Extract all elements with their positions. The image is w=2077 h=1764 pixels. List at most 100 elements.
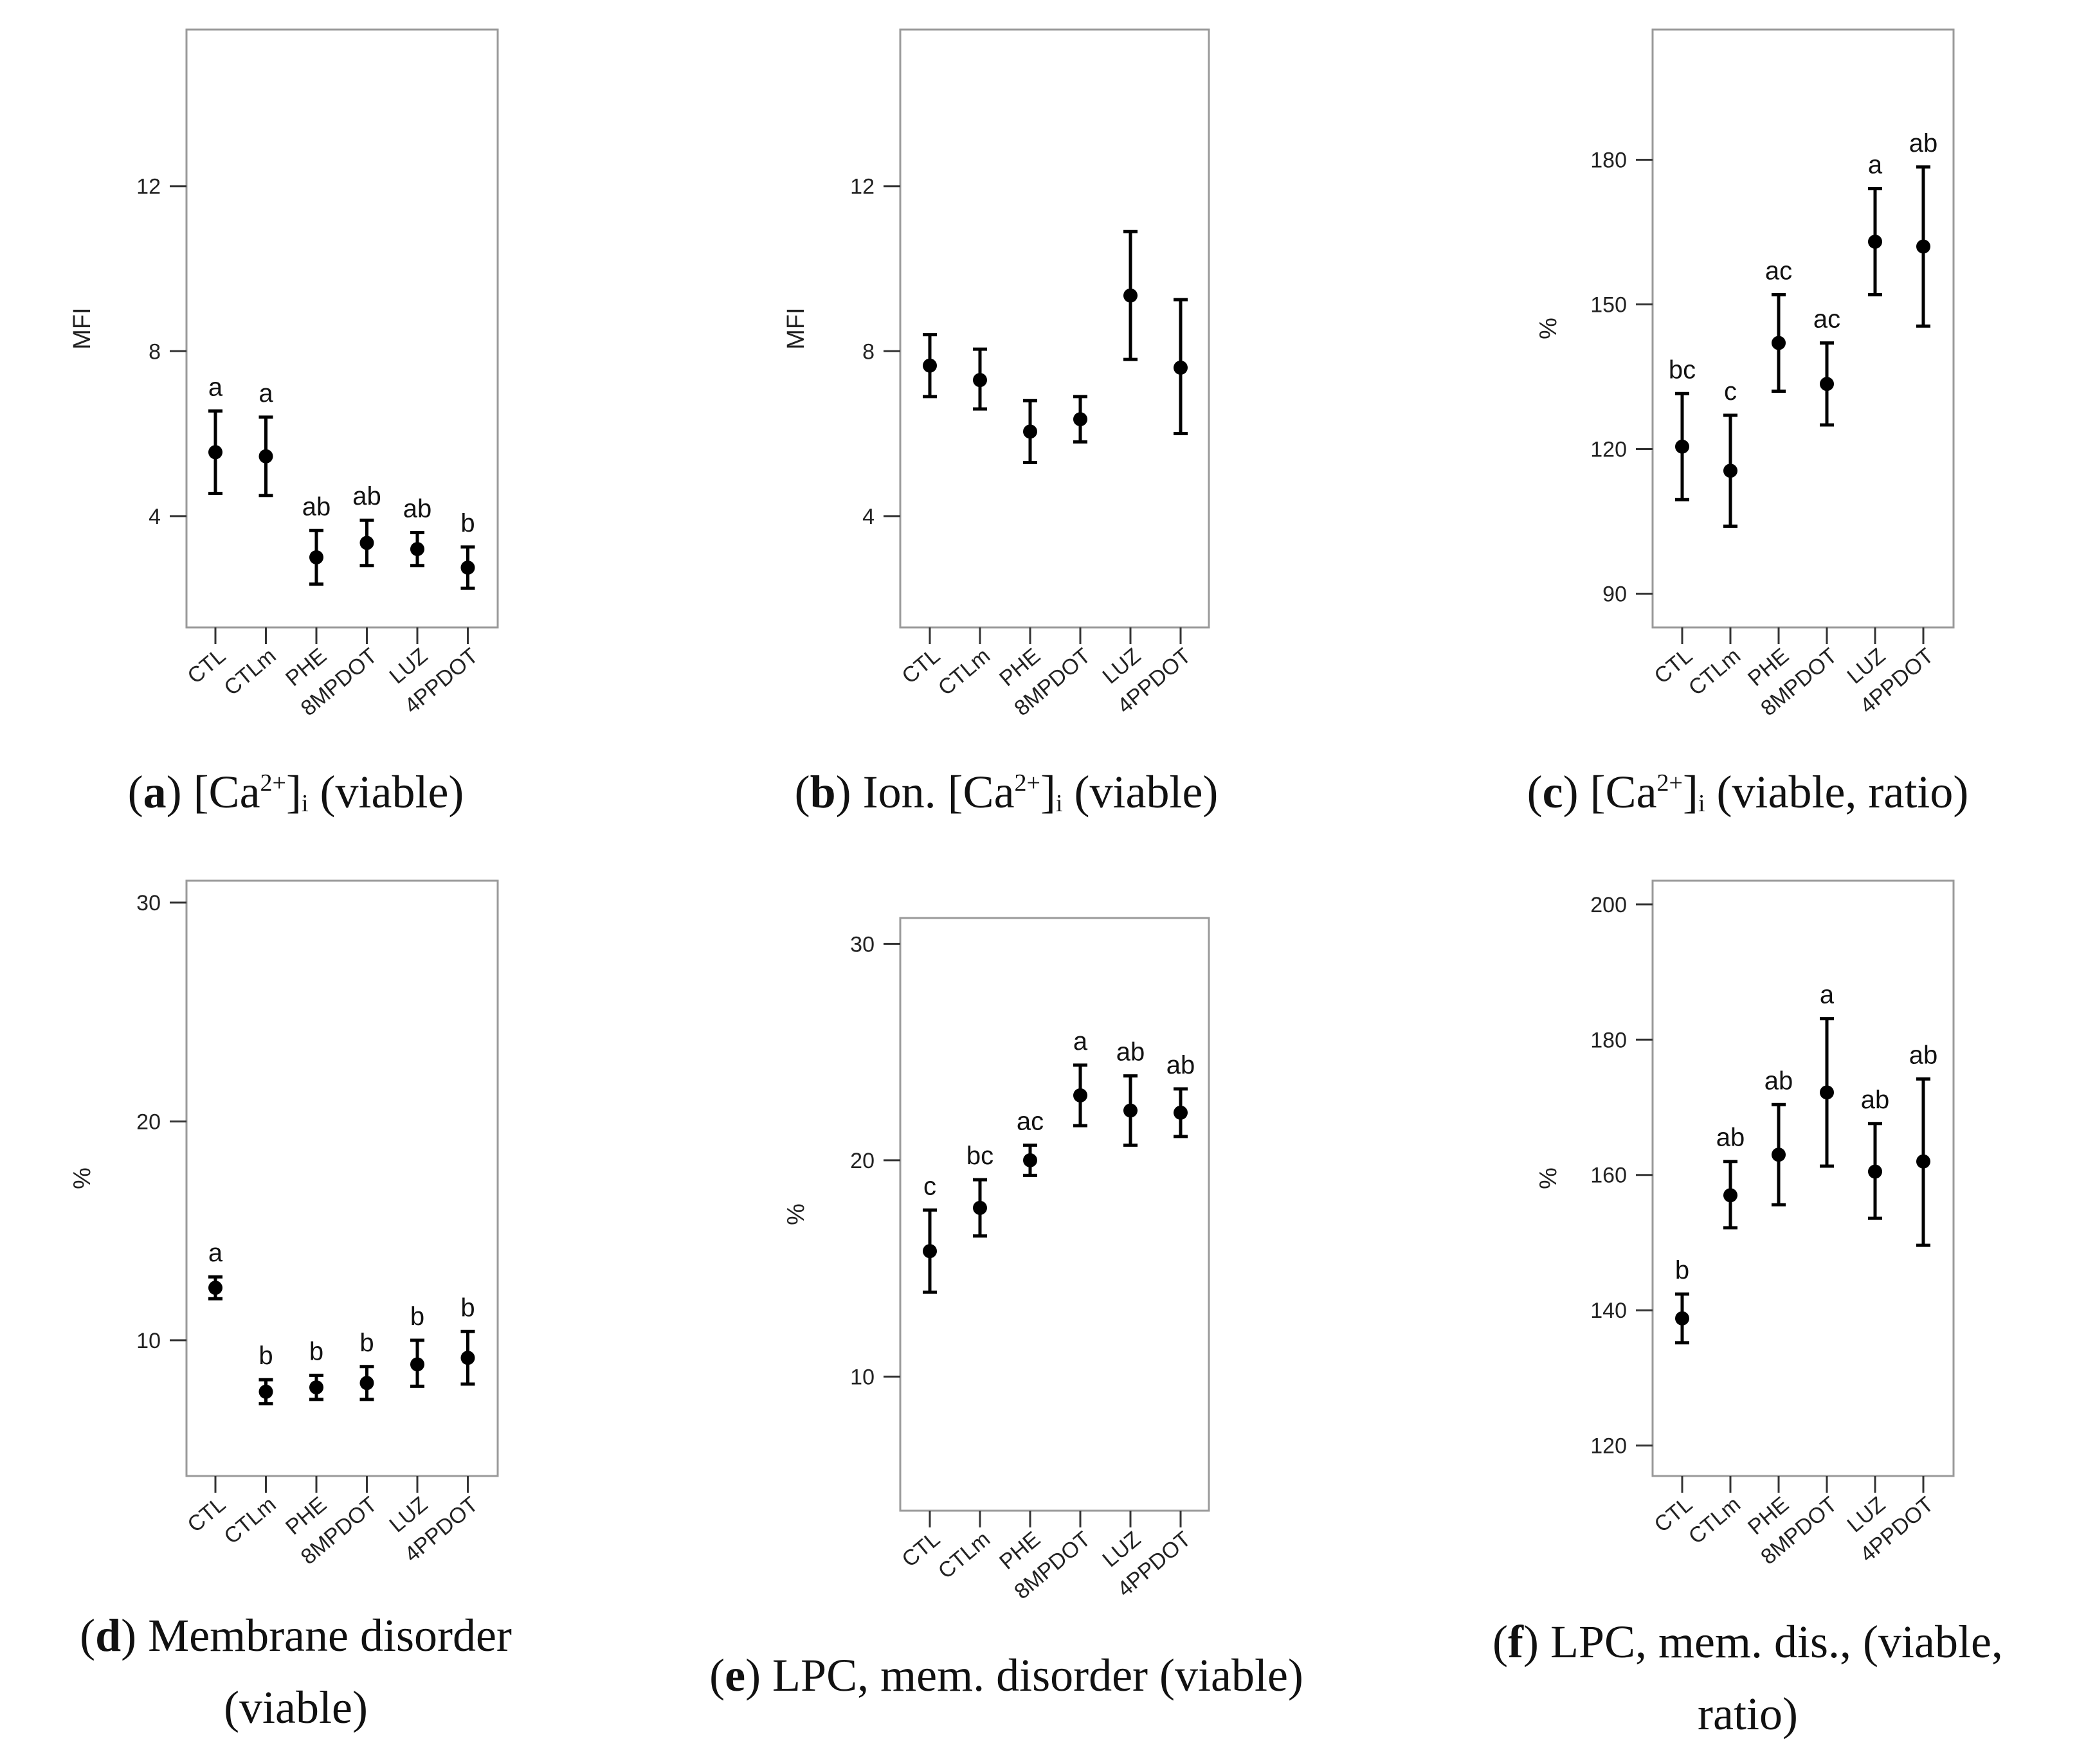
x-tick-label: CTLm bbox=[934, 644, 995, 701]
y-tick-label: 12 bbox=[850, 175, 875, 199]
y-axis-label: % bbox=[783, 1203, 810, 1225]
significance-label: a bbox=[1073, 1027, 1088, 1056]
caption-text: ) Membrane disorder bbox=[121, 1610, 512, 1661]
caption-post: (viable) bbox=[1063, 766, 1219, 818]
caption-text: ) LPC, mem. disorder (viable) bbox=[745, 1650, 1303, 1701]
significance-label: a bbox=[258, 379, 273, 408]
mean-point bbox=[1073, 1088, 1087, 1102]
panel-a: 4812MFICTLaCTLmaPHEab8MPDOTabLUZab4PPDOT… bbox=[69, 28, 499, 818]
significance-label: b bbox=[1675, 1256, 1689, 1284]
mean-point bbox=[258, 449, 273, 464]
mean-point bbox=[1916, 1154, 1930, 1169]
panel-d: 102030%CTLaCTLmbPHEb8MPDOTbLUZb4PPDOTb(d… bbox=[69, 879, 512, 1733]
mean-point bbox=[1820, 1085, 1834, 1100]
caption-line-2: ratio) bbox=[1698, 1688, 1798, 1740]
y-tick-label: 10 bbox=[850, 1365, 875, 1389]
caption-sup: 2+ bbox=[260, 770, 286, 797]
significance-label: b bbox=[309, 1337, 323, 1365]
caption-line-1: (f) LPC, mem. dis., (viable, bbox=[1492, 1616, 2003, 1668]
significance-label: ab bbox=[1166, 1051, 1195, 1079]
mean-point bbox=[1123, 288, 1138, 303]
caption-letter: c bbox=[1543, 766, 1563, 818]
plot-frame bbox=[899, 917, 1210, 1512]
mean-point bbox=[208, 445, 222, 460]
y-tick-label: 30 bbox=[136, 891, 161, 915]
x-tick-label: CTLm bbox=[219, 1492, 280, 1549]
caption-pre: ) [Ca bbox=[1563, 766, 1657, 818]
significance-label: b bbox=[460, 509, 475, 537]
significance-label: ab bbox=[352, 482, 381, 510]
significance-label: bc bbox=[1669, 356, 1696, 384]
significance-label: c bbox=[923, 1172, 936, 1200]
significance-label: c bbox=[1724, 377, 1737, 406]
y-tick-label: 10 bbox=[136, 1329, 161, 1353]
x-tick-label: CTLm bbox=[1684, 644, 1745, 701]
mean-point bbox=[1174, 360, 1188, 375]
significance-label: ac bbox=[1813, 305, 1840, 334]
mean-point bbox=[359, 1376, 374, 1390]
mean-point bbox=[460, 561, 475, 575]
caption-sub: i bbox=[1056, 790, 1063, 817]
y-tick-label: 180 bbox=[1590, 1028, 1627, 1052]
mean-point bbox=[1023, 1153, 1037, 1167]
caption-sup: 2+ bbox=[1657, 770, 1683, 797]
significance-label: a bbox=[1820, 981, 1835, 1009]
y-axis-label: % bbox=[69, 1167, 96, 1189]
mean-point bbox=[1174, 1105, 1188, 1120]
y-tick-label: 150 bbox=[1590, 293, 1627, 318]
caption-line-1: (d) Membrane disorder bbox=[80, 1610, 512, 1661]
y-tick-label: 20 bbox=[850, 1149, 875, 1173]
x-tick-label: CTLm bbox=[1684, 1492, 1745, 1549]
caption: (b) Ion. [Ca2+]i (viable) bbox=[795, 766, 1219, 818]
panel-e: 102030%CTLcCTLmbcPHEac8MPDOTaLUZab4PPDOT… bbox=[709, 917, 1303, 1701]
caption: (e) LPC, mem. disorder (viable) bbox=[709, 1650, 1303, 1701]
y-tick-label: 120 bbox=[1590, 1434, 1627, 1459]
mean-point bbox=[208, 1281, 222, 1295]
mean-point bbox=[410, 542, 424, 557]
y-tick-label: 8 bbox=[149, 339, 161, 364]
caption-letter: e bbox=[725, 1650, 745, 1701]
mean-point bbox=[410, 1357, 424, 1372]
significance-label: ac bbox=[1017, 1107, 1044, 1135]
caption-post: (viable) bbox=[309, 766, 464, 818]
y-tick-label: 160 bbox=[1590, 1164, 1627, 1188]
plot-frame bbox=[1651, 879, 1955, 1477]
y-tick-label: 8 bbox=[862, 339, 875, 364]
caption-mid: ] bbox=[286, 766, 302, 818]
caption-letter: b bbox=[810, 766, 836, 818]
mean-point bbox=[1868, 235, 1882, 249]
caption-mid: ] bbox=[1683, 766, 1698, 818]
mean-point bbox=[1073, 412, 1087, 427]
significance-label: b bbox=[359, 1329, 374, 1357]
plot-frame bbox=[899, 28, 1210, 629]
plot-frame bbox=[185, 879, 499, 1477]
significance-label: ac bbox=[1765, 257, 1792, 285]
mean-point bbox=[1820, 377, 1834, 392]
significance-label: ab bbox=[1861, 1086, 1890, 1114]
significance-label: a bbox=[208, 373, 223, 401]
mean-point bbox=[1868, 1164, 1882, 1179]
caption-pre: ) Ion. [Ca bbox=[836, 766, 1015, 818]
significance-label: ab bbox=[1116, 1038, 1145, 1066]
y-tick-label: 90 bbox=[1602, 582, 1627, 607]
significance-label: ab bbox=[1716, 1124, 1745, 1152]
plot-frame bbox=[1651, 28, 1955, 629]
mean-point bbox=[1675, 1311, 1689, 1326]
mean-point bbox=[1023, 424, 1037, 439]
y-axis-label: % bbox=[1535, 318, 1562, 339]
caption-line-2: (viable) bbox=[224, 1682, 368, 1733]
caption-sub: i bbox=[302, 790, 309, 817]
significance-label: b bbox=[410, 1302, 424, 1331]
mean-point bbox=[309, 550, 323, 564]
mean-point bbox=[923, 358, 937, 373]
caption: (c) [Ca2+]i (viable, ratio) bbox=[1527, 766, 1969, 818]
mean-point bbox=[309, 1380, 323, 1395]
mean-point bbox=[1123, 1103, 1138, 1118]
mean-point bbox=[973, 1200, 987, 1215]
y-tick-label: 4 bbox=[149, 505, 161, 529]
y-tick-label: 120 bbox=[1590, 438, 1627, 462]
y-tick-label: 12 bbox=[136, 175, 161, 199]
x-tick-label: CTLm bbox=[934, 1527, 995, 1584]
mean-point bbox=[1723, 1188, 1737, 1203]
mean-point bbox=[1916, 239, 1930, 254]
